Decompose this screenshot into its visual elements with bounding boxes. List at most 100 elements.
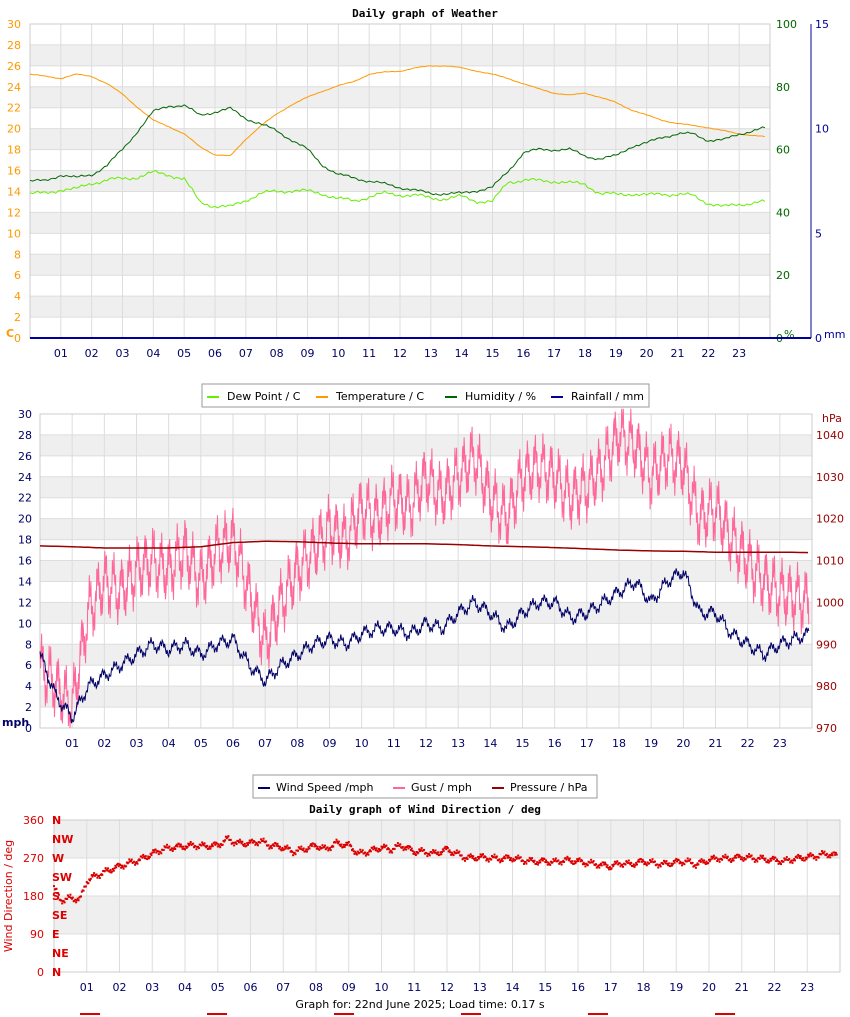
chart3-direction-point <box>57 893 60 896</box>
chart3-direction-point <box>708 860 711 863</box>
chart2-x-tick-label: 23 <box>773 737 787 750</box>
footer-marker-dot <box>602 1013 604 1015</box>
chart3-direction-point <box>712 854 715 857</box>
chart3-direction-point <box>162 849 165 851</box>
chart3-direction-point <box>598 866 601 869</box>
chart3-direction-point <box>352 850 355 853</box>
chart3-direction-point <box>217 843 220 846</box>
chart3-direction-point <box>689 858 692 861</box>
chart3-direction-point <box>242 843 245 846</box>
chart3-direction-point <box>648 862 651 865</box>
chart1-humidity-tick-label: 60 <box>776 144 790 157</box>
chart3-direction-point <box>364 854 367 857</box>
chart1-left-tick-label: 6 <box>14 269 21 282</box>
chart3-direction-point <box>801 859 804 862</box>
chart3-direction-point <box>176 845 179 848</box>
chart3-direction-point <box>468 854 471 857</box>
chart3-direction-point <box>599 862 602 865</box>
footer-marker-dot <box>719 1013 721 1015</box>
chart3-direction-point <box>399 843 402 846</box>
chart1-left-tick-label: 0 <box>14 332 21 345</box>
chart3-direction-point <box>453 850 456 853</box>
chart2-wind-speed-line <box>39 568 810 724</box>
chart2-x-tick-label: 03 <box>130 737 144 750</box>
chart3-direction-point <box>332 845 335 848</box>
chart3-direction-point <box>560 863 563 866</box>
footer-marker-dot <box>721 1013 723 1015</box>
chart3-direction-point <box>573 860 576 863</box>
footer-marker-dot <box>219 1013 221 1015</box>
footer-marker-dot <box>606 1013 608 1015</box>
chart3-direction-point <box>232 841 235 844</box>
chart3-direction-point <box>697 863 700 866</box>
chart3-direction-point <box>685 860 688 863</box>
chart3-direction-point <box>516 856 519 859</box>
chart3-direction-point <box>285 846 288 849</box>
chart3-direction-point <box>795 855 798 858</box>
chart3-direction-point <box>505 854 508 857</box>
chart3-direction-point <box>539 861 542 864</box>
chart3-direction-point <box>778 860 781 863</box>
chart3-direction-point <box>157 853 160 856</box>
chart3-direction-point <box>428 854 431 857</box>
chart1-left-tick-label: 4 <box>14 290 21 303</box>
chart3-direction-point <box>227 835 230 838</box>
chart3-direction-point <box>559 861 562 864</box>
chart3-direction-point <box>792 859 795 862</box>
chart3-direction-point <box>651 858 654 861</box>
chart2-x-tick-label: 02 <box>97 737 111 750</box>
chart2-left-tick-label: 4 <box>25 680 32 693</box>
chart2-x-tick-label: 12 <box>419 737 433 750</box>
footer-marker-dot <box>225 1013 227 1015</box>
chart3-direction-point <box>359 848 362 851</box>
chart1-humidity-tick-label: 40 <box>776 206 790 219</box>
chart3-direction-point <box>666 862 669 865</box>
chart1-series-temperature-line <box>29 65 766 157</box>
footer-marker-dot <box>717 1013 719 1015</box>
footer-marker-dot <box>588 1013 590 1015</box>
chart1-legend-item: Rainfall / mm <box>571 390 644 403</box>
chart3-direction-point <box>107 867 109 870</box>
footer-marker-dot <box>475 1013 477 1015</box>
chart2-left-tick-label: 30 <box>18 408 32 421</box>
chart3-direction-point <box>254 843 257 846</box>
chart3-direction-point <box>640 860 643 863</box>
chart3-direction-point <box>649 859 651 862</box>
chart3-direction-point <box>617 863 620 866</box>
chart3-direction-point <box>409 846 412 848</box>
chart3-direction-point <box>511 860 514 863</box>
chart2-left-tick-label: 16 <box>18 555 32 568</box>
chart3-direction-point <box>626 861 629 864</box>
chart3-direction-point <box>747 855 750 858</box>
chart2-legend: Wind Speed /mph Gust / mph Pressure / hPa <box>252 774 598 799</box>
chart3-direction-point <box>187 842 190 845</box>
chart1-rain-tick-label: 10 <box>815 123 829 136</box>
chart3-direction-point <box>235 843 238 845</box>
chart3-direction-point <box>172 848 175 850</box>
chart3-direction-point <box>800 857 803 860</box>
chart3-direction-point <box>604 861 606 864</box>
chart3-direction-point <box>315 847 318 850</box>
chart3-direction-point <box>309 844 312 847</box>
chart1-x-tick-label: 10 <box>331 347 345 360</box>
chart3-direction-point <box>470 855 473 857</box>
chart3-direction-point <box>643 863 646 866</box>
chart3-direction-point <box>75 901 78 904</box>
chart1-x-tick-label: 19 <box>609 347 623 360</box>
chart3-direction-point <box>428 852 430 855</box>
chart3-direction-point <box>275 844 278 847</box>
chart3-direction-point <box>224 839 227 842</box>
chart3-direction-point <box>742 859 745 862</box>
chart3-direction-point <box>741 858 744 861</box>
chart3-direction-point <box>478 855 481 858</box>
chart3-direction-point <box>525 862 528 865</box>
chart3-direction-point <box>369 850 372 853</box>
chart3-direction-point <box>171 850 174 852</box>
chart3-direction-point <box>136 862 139 865</box>
chart3-direction-point <box>794 859 796 862</box>
chart3-direction-point <box>799 855 802 858</box>
chart3-direction-point <box>632 863 635 866</box>
chart3-direction-point <box>288 846 291 849</box>
chart3-direction-point <box>533 859 536 862</box>
chart3-direction-point <box>414 854 417 856</box>
